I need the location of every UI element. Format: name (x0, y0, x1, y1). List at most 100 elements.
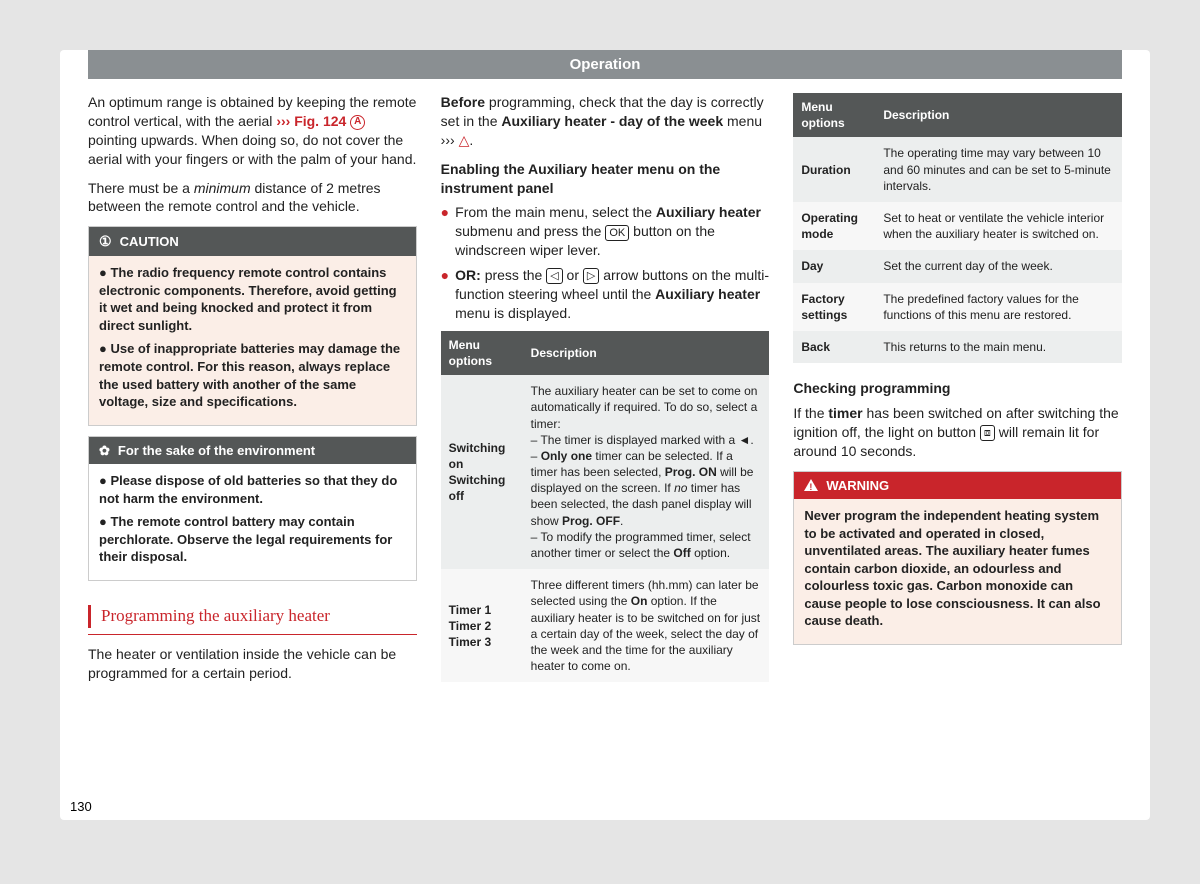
column-1: An optimum range is obtained by keeping … (88, 93, 417, 693)
bold-text: Auxiliary heater (656, 204, 761, 220)
warning-header: WARNING (794, 472, 1121, 500)
text: – The timer is displayed marked with a ◄… (531, 433, 754, 447)
text: The remote control battery may contain p… (99, 514, 392, 564)
text: Never program the independent heating sy… (804, 507, 1111, 630)
table-header: Description (523, 331, 770, 375)
caution-header: CAUTION (89, 227, 416, 256)
text: Use of inappropriate batteries may damag… (99, 341, 400, 409)
figure-marker-a: A (350, 115, 365, 130)
text: or (563, 267, 583, 283)
caution-icon (99, 232, 112, 251)
paragraph: The heater or ventilation inside the veh… (88, 645, 417, 683)
table-cell-option: Switching on Switching off (441, 375, 523, 569)
page-number: 130 (70, 799, 92, 814)
bullet-text: ● Use of inappropriate batteries may dam… (99, 340, 406, 410)
table-cell-desc: This returns to the main menu. (875, 331, 1122, 363)
text: OR: press the ◁ or ▷ arrow buttons on th… (455, 266, 769, 323)
bullet-dot: ● (441, 203, 449, 260)
menu-table-2: Menu options Description DurationThe ope… (793, 93, 1122, 363)
warning-icon (804, 479, 818, 491)
figure-ref: ››› Fig. 124 (276, 113, 346, 129)
bullet-dot: ● (441, 266, 449, 323)
bold-text: OR: (455, 267, 481, 283)
environment-body: ● Please dispose of old batteries so tha… (89, 464, 416, 580)
bold-text: Prog. ON (665, 465, 717, 479)
bullet-text: ● Please dispose of old batteries so tha… (99, 472, 406, 507)
table-cell-option: Operating mode (793, 202, 875, 250)
text: – (531, 449, 541, 463)
bold-text: Auxiliary heater (655, 286, 760, 302)
table-cell-desc: Set the current day of the week. (875, 250, 1122, 282)
environment-icon (99, 442, 110, 460)
environment-title: For the sake of the environment (118, 442, 315, 460)
manual-page: Operation An optimum range is obtained b… (60, 50, 1150, 820)
environment-header: For the sake of the environment (89, 437, 416, 465)
table-cell-desc: Three different timers (hh.mm) can later… (523, 569, 770, 682)
table-cell-desc: The operating time may vary between 10 a… (875, 137, 1122, 202)
caution-title: CAUTION (120, 233, 179, 251)
table-row: Factory settingsThe predefined factory v… (793, 283, 1122, 331)
text: submenu and press the (455, 223, 605, 239)
table-header: Menu options (441, 331, 523, 375)
bold-text: Auxiliary heater - day of the week (501, 113, 723, 129)
ok-button-icon: OK (605, 225, 629, 241)
bold-text: On (631, 594, 648, 608)
text: option. (691, 546, 730, 560)
table-header-row: Menu options Description (793, 93, 1122, 137)
italic-text: no (674, 481, 687, 495)
text: The radio frequency remote control conta… (99, 265, 397, 333)
column-3: Menu options Description DurationThe ope… (793, 93, 1122, 693)
column-2: Before programming, check that the day i… (441, 93, 770, 693)
paragraph: There must be a minimum distance of 2 me… (88, 179, 417, 217)
bullet-text: ● The radio frequency remote control con… (99, 264, 406, 334)
page-header: Operation (88, 50, 1122, 79)
heater-button-icon: ⧈ (980, 425, 995, 441)
bold-text: Only one (541, 449, 592, 463)
right-arrow-button-icon: ▷ (583, 268, 599, 284)
warning-title: WARNING (826, 477, 889, 495)
bold-text: timer (828, 405, 862, 421)
table-cell-option: Timer 1 Timer 2 Timer 3 (441, 569, 523, 682)
bold-text: Off (673, 546, 690, 560)
sub-heading: Checking programming (793, 379, 1122, 398)
bullet-text: ● The remote control battery may contain… (99, 513, 406, 566)
warning-triangle-icon: △ (459, 132, 470, 148)
table-row: Switching on Switching off The auxiliary… (441, 375, 770, 569)
menu-table-1: Menu options Description Switching on Sw… (441, 331, 770, 683)
table-cell-option: Back (793, 331, 875, 363)
text: pointing upwards. When doing so, do not … (88, 132, 416, 167)
paragraph: If the timer has been switched on after … (793, 404, 1122, 461)
warning-box: WARNING Never program the independent he… (793, 471, 1122, 645)
environment-box: For the sake of the environment ● Please… (88, 436, 417, 581)
bold-text: Before (441, 94, 485, 110)
text: From the main menu, select the (455, 204, 656, 220)
table-cell-desc: The predefined factory values for the fu… (875, 283, 1122, 331)
text: If the (793, 405, 828, 421)
table-cell-desc: The auxiliary heater can be set to come … (523, 375, 770, 569)
table-cell-option: Duration (793, 137, 875, 202)
table-row: Operating modeSet to heat or ventilate t… (793, 202, 1122, 250)
bullet-item: ● From the main menu, select the Auxilia… (441, 203, 770, 260)
text: menu is displayed. (455, 305, 571, 321)
sub-heading: Enabling the Auxiliary heater menu on th… (441, 160, 770, 198)
bold-text: Prog. OFF (562, 514, 620, 528)
content-columns: An optimum range is obtained by keeping … (88, 93, 1122, 693)
paragraph: An optimum range is obtained by keeping … (88, 93, 417, 169)
table-header-row: Menu options Description (441, 331, 770, 375)
paragraph: Before programming, check that the day i… (441, 93, 770, 150)
section-underline (88, 634, 417, 635)
section-heading: Programming the auxiliary heater (88, 605, 417, 628)
table-cell-option: Day (793, 250, 875, 282)
table-row: DurationThe operating time may vary betw… (793, 137, 1122, 202)
table-header: Menu options (793, 93, 875, 137)
text: . (620, 514, 623, 528)
table-row: Timer 1 Timer 2 Timer 3 Three different … (441, 569, 770, 682)
caution-body: ● The radio frequency remote control con… (89, 256, 416, 424)
left-arrow-button-icon: ◁ (546, 268, 562, 284)
text: Please dispose of old batteries so that … (99, 473, 397, 506)
italic-text: minimum (194, 180, 251, 196)
table-header: Description (875, 93, 1122, 137)
warning-body: Never program the independent heating sy… (794, 499, 1121, 644)
text: The auxiliary heater can be set to come … (531, 384, 758, 430)
text: There must be a (88, 180, 194, 196)
